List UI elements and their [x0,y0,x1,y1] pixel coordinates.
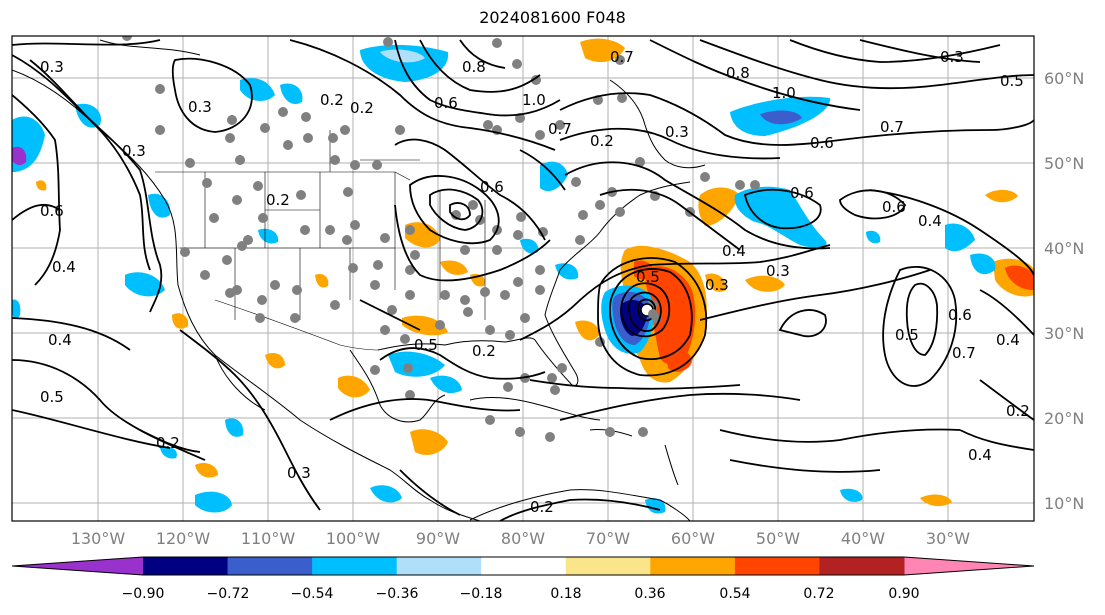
colorbar-bin [143,557,229,575]
latitude-label: 60°N [1044,69,1084,88]
longitude-label: 130°W [71,529,126,548]
contour-label: 0.2 [266,191,290,209]
contour-label: 0.4 [722,242,746,260]
contour-label: 0.3 [940,48,964,66]
contour-label: 0.3 [188,98,212,116]
latitude-label: 40°N [1044,239,1084,258]
longitude-label: 50°W [756,529,800,548]
longitude-label: 110°W [241,529,296,548]
latitude-label: 20°N [1044,409,1084,428]
longitude-label: 70°W [586,529,630,548]
contour-label: 0.6 [810,134,834,152]
contour-label: 0.5 [1000,72,1024,90]
contour-label: 0.2 [1006,402,1030,420]
colorbar-bin [227,557,313,575]
contour-label: 0.2 [530,498,554,516]
colorbar-bin [312,557,398,575]
contour-label: 0.5 [636,268,660,286]
colorbar-bin [396,557,482,575]
contour-label: 0.4 [52,258,76,276]
contour-label: 1.0 [772,84,796,102]
contour-label: 0.7 [548,120,572,138]
contour-label: 0.6 [948,306,972,324]
latitude-label: 10°N [1044,494,1084,513]
contour-label: 0.2 [472,342,496,360]
latitude-axis: 60°N 50°N 40°N 30°N 20°N 10°N [1044,69,1084,513]
map-area: 0.3 0.2 0.3 0.2 0.8 0.6 1.0 0.7 0.2 0.3 … [12,36,1034,521]
colorbar-tick-label: 0.36 [634,586,665,602]
colorbar-tick-label: 0.18 [550,586,581,602]
contour-label: 0.8 [462,58,486,76]
cyclone-center-marker [640,303,658,319]
colorbar-tick-label: −0.90 [122,586,165,602]
contour-label: 0.4 [996,331,1020,349]
contour-label-layer: 0.3 0.2 0.3 0.2 0.8 0.6 1.0 0.7 0.2 0.3 … [40,48,1030,516]
colorbar-bin [565,557,651,575]
contour-label: 0.2 [156,434,180,452]
longitude-label: 40°W [841,529,885,548]
colorbar-bin [734,557,820,575]
colorbar-tick-label: −0.54 [291,586,334,602]
contour-label: 0.8 [726,64,750,82]
colorbar-bin [819,557,905,575]
contour-label: 0.5 [40,388,64,406]
contour-lines [12,39,1034,521]
contour-label: 0.6 [790,184,814,202]
contour-label: 0.6 [40,202,64,220]
contour-label: 1.0 [522,91,546,109]
contour-label: 0.3 [287,464,311,482]
contour-label: 0.3 [705,276,729,294]
latitude-label: 50°N [1044,154,1084,173]
longitude-label: 80°W [501,529,545,548]
colorbar-bin [481,557,567,575]
contour-label: 0.6 [480,178,504,196]
longitude-label: 60°W [671,529,715,548]
contour-label: 0.5 [414,336,438,354]
contour-label: 0.3 [40,58,64,76]
colorbar-tick-label: −0.72 [207,586,250,602]
contour-label: 0.6 [882,198,906,216]
contour-label: 0.2 [350,99,374,117]
contour-label: 0.7 [880,118,904,136]
colorbar-tick-label: −0.36 [376,586,419,602]
longitude-label: 30°W [926,529,970,548]
latitude-label: 30°N [1044,324,1084,343]
colorbar-extend-min [12,557,143,575]
contour-label: 0.5 [895,326,919,344]
map-title: 2024081600 F048 [479,8,626,27]
colorbar-extend-max [904,557,1034,575]
contour-label: 0.2 [590,132,614,150]
contour-label: 0.3 [122,142,146,160]
political-borders [155,130,486,351]
contour-label: 0.4 [48,331,72,349]
colorbar-bin [650,557,736,575]
longitude-label: 90°W [416,529,460,548]
colorbar-tick-label: 0.90 [888,586,919,602]
colorbar-tick-label: 0.72 [803,586,834,602]
station-dots [122,36,760,442]
contour-label: 0.3 [766,262,790,280]
colorbar: −0.90 −0.72 −0.54 −0.36 −0.18 0.18 0.36 … [11,556,1035,602]
contour-label: 0.6 [434,94,458,112]
colorbar-tick-label: −0.18 [460,586,503,602]
contour-label: 0.7 [952,344,976,362]
contour-label: 0.3 [665,123,689,141]
longitude-axis: 130°W 120°W 110°W 100°W 90°W 80°W 70°W 6… [71,529,970,548]
longitude-label: 100°W [326,529,381,548]
contour-label: 0.4 [968,446,992,464]
contour-label: 0.2 [320,91,344,109]
colorbar-tick-label: 0.54 [719,586,750,602]
longitude-label: 120°W [156,529,211,548]
contour-label: 0.4 [918,212,942,230]
map-frame [11,35,1035,522]
contour-label: 0.7 [610,48,634,66]
